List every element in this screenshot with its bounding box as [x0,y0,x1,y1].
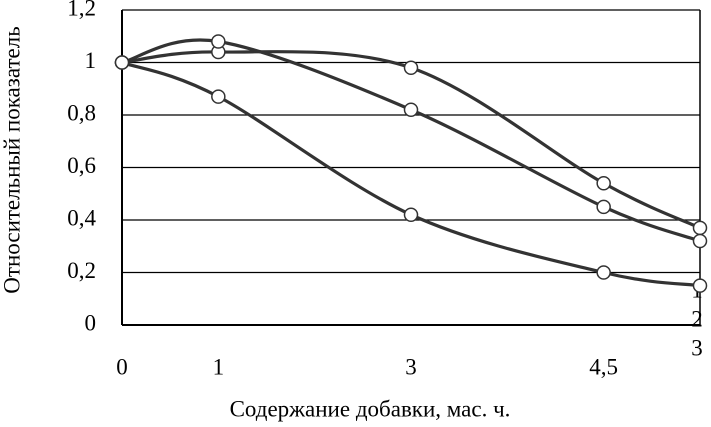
data-point [596,265,611,280]
y-tick-label: 0,8 [67,100,96,125]
y-tick-label: 0,6 [67,153,96,178]
data-point [692,278,708,293]
data-point [403,102,419,117]
x-tick-label: 0 [116,354,128,379]
data-point [211,89,226,104]
y-tick-label: 0,2 [67,258,96,283]
y-axis-label: Относительный показатель [0,26,24,293]
data-point [211,34,226,49]
series-line [121,50,701,230]
data-point [403,60,419,75]
data-point [114,55,130,70]
data-point [596,199,611,215]
y-tick-label: 0 [85,310,97,335]
x-axis-label: Содержание добавки, мас. ч. [230,396,511,421]
y-tick-label: 1,2 [67,0,96,20]
data-point [596,176,611,191]
x-tick-label: 4,5 [589,354,618,379]
x-tick-label: 3 [405,354,417,379]
data-point [403,207,419,222]
data-point [692,233,708,249]
x-tick-label: 1 [213,354,225,379]
y-tick-label: 0,4 [67,205,96,230]
legend-label: 3 [691,335,703,360]
data-point [692,220,708,236]
y-tick-label: 1 [85,48,97,73]
series-line [121,60,701,288]
legend-label: 2 [691,306,703,331]
